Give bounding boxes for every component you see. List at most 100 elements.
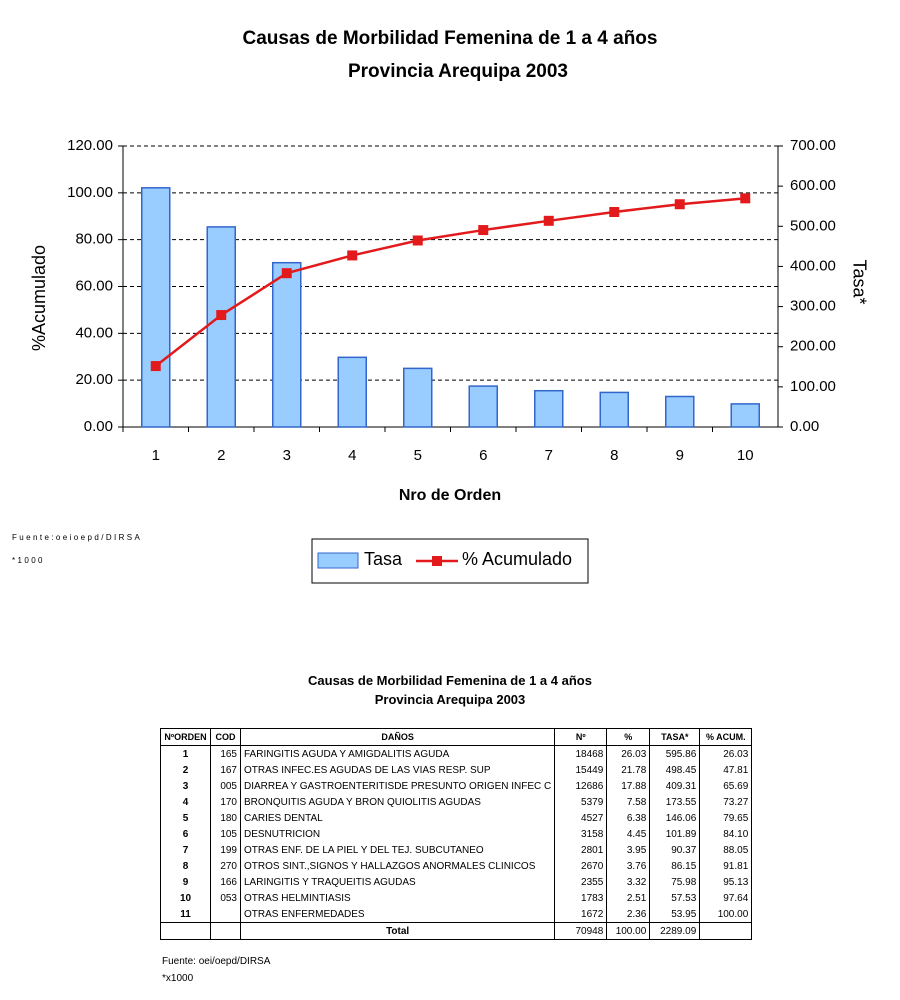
table-cell: 2.51	[606, 890, 651, 906]
x-tick-label: 3	[283, 447, 291, 464]
table-cell: 2	[160, 762, 211, 778]
table-cell: 17.88	[606, 778, 651, 794]
table-cell: 100.00	[699, 906, 753, 923]
line-marker	[412, 235, 423, 246]
table-cell: 005	[210, 778, 241, 794]
table-footnote: *x1000	[162, 973, 194, 984]
table-cell: CARIES DENTAL	[239, 810, 556, 826]
table-row: 5 180 CARIES DENTAL 4527 6.38 146.06 79.65	[160, 810, 753, 826]
x-tick-label: 2	[217, 447, 225, 464]
total-cell: 100.00	[606, 922, 651, 940]
table-row: 10 053 OTRAS HELMINTIASIS 1783 2.51 57.53 97.6…	[160, 890, 753, 906]
x-tick-label: 5	[414, 447, 422, 464]
table-cell: 167	[210, 762, 241, 778]
table-cell: 498.45	[649, 762, 701, 778]
column-header: DAÑOS	[239, 728, 556, 746]
chart-subtitle: Provincia Arequipa 2003	[348, 61, 568, 82]
table-cell: DIARREA Y GASTROENTERITISDE PRESUNTO ORI…	[239, 778, 556, 794]
table-cell: LARINGITIS Y TRAQUEITIS AGUDAS	[239, 874, 556, 890]
table-row: 7 199 OTRAS ENF. DE LA PIEL Y DEL TEJ. SUB…	[160, 842, 753, 858]
header-row: NºORDEN COD DAÑOS Nº% TASA*% ACUM.	[160, 728, 753, 746]
x-tick-label: 4	[348, 447, 356, 464]
table-cell: 4527	[554, 810, 608, 826]
bar	[272, 261, 302, 428]
table-cell: 90.37	[649, 842, 701, 858]
table-cell: 3.32	[606, 874, 651, 890]
table-cell: 18468	[554, 745, 608, 762]
table-cell: 6.38	[606, 810, 651, 826]
y2-tick-label: 0.00	[790, 418, 819, 435]
table-cell: 3.95	[606, 842, 651, 858]
table-cell: 10	[160, 890, 211, 906]
total-cell: 70948	[554, 922, 608, 940]
table-cell: OTRAS HELMINTIASIS	[239, 890, 556, 906]
table-row: 8 270 OTROS SINT.,SIGNOS Y HALLAZGOS ANORM…	[160, 858, 753, 874]
table-cell: 3.76	[606, 858, 651, 874]
column-header: TASA*	[649, 728, 701, 746]
legend-marker	[432, 556, 442, 566]
bar	[730, 403, 760, 428]
legend-label: % Acumulado	[462, 549, 572, 569]
chart-title: Causas de Morbilidad Femenina de 1 a 4 a…	[243, 28, 658, 49]
y-tick-label: 40.00	[75, 324, 113, 341]
y2-tick-label: 200.00	[790, 338, 836, 355]
table-cell: 2670	[554, 858, 608, 874]
x-tick-label: 1	[152, 447, 160, 464]
table-cell: 97.64	[699, 890, 753, 906]
table-cell: 146.06	[649, 810, 701, 826]
column-header: %	[606, 728, 651, 746]
table-cell: 91.81	[699, 858, 753, 874]
table-cell: OTRAS INFEC.ES AGUDAS DE LAS VIAS RESP. …	[239, 762, 556, 778]
table-cell: 166	[210, 874, 241, 890]
table-cell: 86.15	[649, 858, 701, 874]
line-marker	[281, 268, 292, 279]
table-cell: 6	[160, 826, 211, 842]
table-row: 3 005 DIARREA Y GASTROENTERITISDE PRESUNTO…	[160, 778, 753, 794]
line-marker	[150, 361, 161, 372]
total-cell: 2289.09	[649, 922, 701, 940]
table-cell: 26.03	[606, 745, 651, 762]
line-marker	[674, 199, 685, 210]
y2-tick-label: 400.00	[790, 257, 836, 274]
table-source: Fuente: oei/oepd/DIRSA	[162, 956, 271, 967]
legend-label: Tasa	[364, 549, 403, 569]
x-tick-label: 9	[676, 447, 684, 464]
table-cell: 95.13	[699, 874, 753, 890]
y2-tick-label: 600.00	[790, 177, 836, 194]
total-row: Total 70948 100.00 2289.09	[160, 922, 753, 940]
y-tick-label: 60.00	[75, 277, 113, 294]
x-tick-label: 7	[545, 447, 553, 464]
table-cell: 165	[210, 745, 241, 762]
x-tick-label: 8	[610, 447, 618, 464]
bar	[337, 356, 367, 428]
line	[154, 197, 746, 368]
table-cell: 65.69	[699, 778, 753, 794]
y2-tick-label: 100.00	[790, 378, 836, 395]
table-cell: 3158	[554, 826, 608, 842]
table-cell: 2.36	[606, 906, 651, 923]
line-marker	[609, 207, 620, 218]
table-cell: 2355	[554, 874, 608, 890]
table-cell: OTROS SINT.,SIGNOS Y HALLAZGOS ANORMALES…	[239, 858, 556, 874]
line-marker	[347, 250, 358, 261]
y-tick-label: 120.00	[67, 137, 113, 154]
table-cell: 5	[160, 810, 211, 826]
table-cell: 199	[210, 842, 241, 858]
table-cell: 053	[210, 890, 241, 906]
table-cell: 101.89	[649, 826, 701, 842]
table-cell: OTRAS ENF. DE LA PIEL Y DEL TEJ. SUBCUTA…	[239, 842, 556, 858]
y2-tick-label: 700.00	[790, 137, 836, 154]
table-cell: 7.58	[606, 794, 651, 810]
y-tick-label: 80.00	[75, 231, 113, 248]
table-cell: 73.27	[699, 794, 753, 810]
y2-tick-label: 300.00	[790, 298, 836, 315]
bar	[206, 226, 236, 428]
table-cell: 105	[210, 826, 241, 842]
legend-swatch	[317, 552, 359, 569]
table-row: 9 166 LARINGITIS Y TRAQUEITIS AGUDAS 2355 3.…	[160, 874, 753, 890]
chart: Causas de Morbilidad Femenina de 1 a 4 a…	[12, 28, 869, 584]
table-cell: 180	[210, 810, 241, 826]
table-cell: 21.78	[606, 762, 651, 778]
table-row: 2 167 OTRAS INFEC.ES AGUDAS DE LAS VIAS RE…	[160, 762, 753, 778]
table-cell: 11	[160, 906, 211, 923]
